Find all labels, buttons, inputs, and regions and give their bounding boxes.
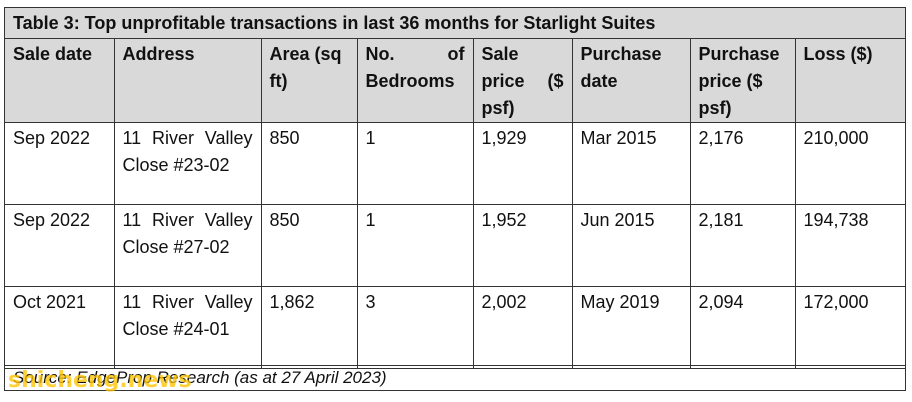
cell-area: 850: [260, 122, 358, 205]
header-loss: Loss ($): [794, 38, 905, 123]
cell-sale-date: Sep 2022: [5, 122, 115, 205]
site-watermark: shicheng.news: [8, 368, 192, 393]
cell-purchase-price: 2,181: [689, 204, 796, 287]
cell-purchase-date: Mar 2015: [571, 122, 691, 205]
cell-loss: 194,738: [794, 204, 905, 287]
cell-address: 11 River Valley Close #27-02: [113, 204, 262, 287]
cell-address: 11 River Valley Close #24-01: [113, 286, 262, 369]
cell-sale-date: Sep 2022: [5, 204, 115, 287]
cell-purchase-price: 2,094: [689, 286, 796, 369]
cell-purchase-date: May 2019: [571, 286, 691, 369]
cell-area: 1,862: [260, 286, 358, 369]
header-bedrooms: No. of Bedrooms: [356, 38, 474, 123]
header-purchase-date: Purchase date: [571, 38, 691, 123]
cell-purchase-price: 2,176: [689, 122, 796, 205]
header-sale-price: Sale price ($ psf): [472, 38, 573, 123]
cell-sale-price: 1,952: [472, 204, 573, 287]
table-header-row: Sale date Address Area (sq ft) No. of Be…: [5, 38, 905, 123]
header-purchase-price: Purchase price ($ psf): [689, 38, 796, 123]
cell-sale-price: 1,929: [472, 122, 573, 205]
cell-loss: 210,000: [794, 122, 905, 205]
header-area: Area (sq ft): [260, 38, 358, 123]
unprofitable-transactions-table: Sale date Address Area (sq ft) No. of Be…: [5, 38, 905, 369]
header-address: Address: [113, 38, 262, 123]
cell-loss: 172,000: [794, 286, 905, 369]
header-sale-date: Sale date: [5, 38, 115, 123]
table-row: Oct 2021 11 River Valley Close #24-01 1,…: [5, 286, 905, 369]
table-row: Sep 2022 11 River Valley Close #27-02 85…: [5, 204, 905, 287]
cell-bedrooms: 3: [356, 286, 474, 369]
table-title: Table 3: Top unprofitable transactions i…: [5, 8, 905, 39]
cell-bedrooms: 1: [356, 204, 474, 287]
table-row: Sep 2022 11 River Valley Close #23-02 85…: [5, 122, 905, 205]
cell-sale-date: Oct 2021: [5, 286, 115, 369]
cell-area: 850: [260, 204, 358, 287]
source-note: Source: EdgeProp Research (as at 27 Apri…: [5, 365, 905, 390]
cell-bedrooms: 1: [356, 122, 474, 205]
cell-sale-price: 2,002: [472, 286, 573, 369]
transactions-table-frame: Table 3: Top unprofitable transactions i…: [4, 7, 906, 391]
cell-purchase-date: Jun 2015: [571, 204, 691, 287]
cell-address: 11 River Valley Close #23-02: [113, 122, 262, 205]
